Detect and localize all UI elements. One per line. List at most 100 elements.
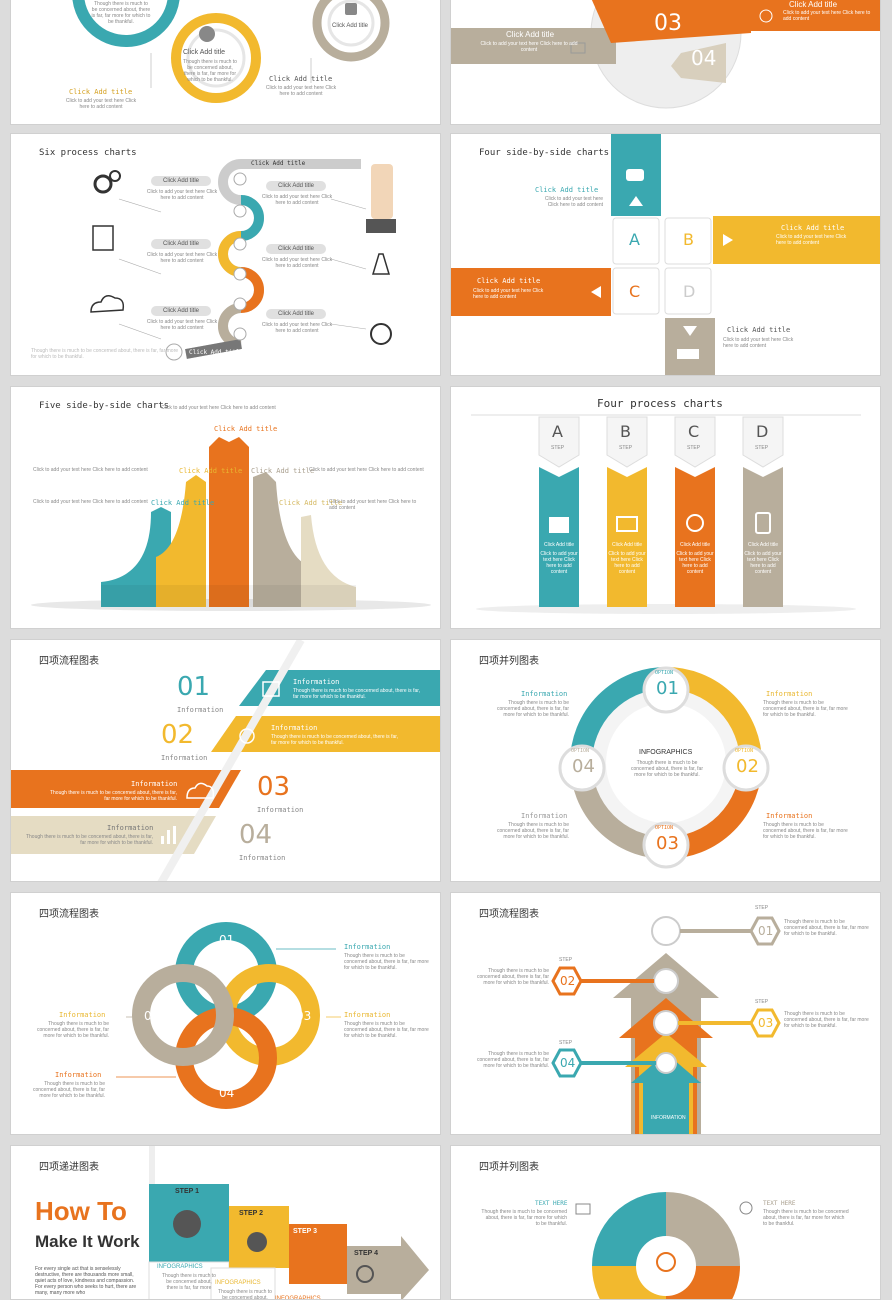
slanted-bands-graphic: [11, 640, 440, 881]
title-1: Click Add title: [151, 499, 215, 507]
step-3: STEP 3: [293, 1228, 317, 1235]
slide-title: 四项递进图表: [39, 1162, 99, 1173]
cross-blocks-graphic: [451, 134, 880, 375]
desc-1: Though there is much to be concerned abo…: [497, 700, 569, 718]
slide-7[interactable]: 四项流程图表 01 02 03 04 Information Informati…: [10, 639, 441, 882]
infog-2: INFOGRAPHICS: [215, 1280, 261, 1286]
ptxt-4: Click to add your text here Click here t…: [261, 257, 333, 269]
step-c: STEP: [687, 445, 701, 451]
txt-a: Click to add your text here Click here t…: [65, 98, 137, 110]
text-here-left: TEXT HERE: [535, 1200, 568, 1207]
desc-1: Though there is much to be concerned abo…: [784, 919, 869, 937]
pill-1: Click Add title: [151, 176, 211, 186]
step-b: STEP: [619, 445, 633, 451]
title-center: Click Add title: [214, 425, 278, 433]
ring-04: 04: [219, 1086, 235, 1100]
step-2: STEP 2: [239, 1210, 263, 1217]
desc-4: Though there is much to be concerned abo…: [497, 822, 569, 840]
ring-02: 02: [144, 1009, 160, 1023]
bar-arrows-graphic: [31, 437, 431, 611]
ring-03: 03: [296, 1009, 312, 1023]
slide-3[interactable]: Six process charts Click Add title Click…: [10, 133, 441, 376]
step-1: STEP 1: [175, 1188, 199, 1195]
pill-4: Click Add title: [266, 244, 326, 254]
slide-title: Six process charts: [39, 148, 137, 158]
arrow-stack-graphic: [551, 916, 781, 1134]
title-right: Click Add title: [789, 0, 838, 9]
num-3: 03: [758, 1016, 774, 1030]
interlocking-rings-graphic: [116, 922, 341, 1109]
txt-b: Click to add your text here Click here t…: [608, 551, 646, 575]
opt-num-4: 04: [572, 756, 595, 777]
footnote: Though there is much to be concerned abo…: [31, 348, 179, 360]
info-1: Information: [521, 690, 568, 698]
ring-options-graphic: [558, 666, 770, 869]
txt-left: Click to add your text here Click here t…: [473, 288, 544, 300]
info-3: Information: [344, 1011, 391, 1019]
letter-d: D: [756, 422, 769, 441]
opt-num-2: 02: [736, 756, 759, 777]
ptxt-5: Click to add your text here Click here t…: [146, 319, 218, 331]
slide-1[interactable]: Though there is much to be concerned abo…: [10, 0, 441, 125]
title-bottom: Click Add title: [727, 326, 791, 334]
slide-9[interactable]: 四项流程图表 01 03 04 02 Information Though th…: [10, 892, 441, 1135]
block-b: B: [683, 230, 694, 249]
four-ribbons-graphic: [471, 414, 861, 614]
txt-right-2: Click to add your text here Click here t…: [329, 499, 417, 511]
slide-8[interactable]: 四项并列图表 OPTION 01 OPTION 02 OPTION 03 OPT…: [450, 639, 881, 882]
infog-3: INFOGRAPHICS: [275, 1296, 321, 1300]
slide-title: 四项并列图表: [479, 1162, 539, 1173]
txt-right: Click to add your text here Click here t…: [783, 10, 871, 22]
slide-2[interactable]: 03 04 Click Add title Click to add your …: [450, 0, 881, 125]
slide-5[interactable]: Five side-by-side charts Click Add title…: [10, 386, 441, 629]
info-04: Information: [239, 854, 286, 862]
info-4: Information: [521, 812, 568, 820]
pill-5: Click Add title: [151, 306, 211, 316]
title-c: Click Add title: [332, 23, 369, 29]
txt-right: Click to add your text here Click here t…: [776, 234, 847, 246]
slide-6[interactable]: Four process charts A B C D STEP STEP ST…: [450, 386, 881, 629]
slide-12[interactable]: 四项并列图表 TEXT HERE Though there is much to…: [450, 1145, 881, 1300]
info-label: INFORMATION: [651, 1115, 686, 1121]
slide-title: 四项流程图表: [39, 909, 99, 920]
num-03: 03: [257, 772, 291, 802]
infog-2-desc: Though there is much to be concerned abo…: [218, 1289, 272, 1300]
desc-2: Though there is much to be concerned abo…: [763, 700, 848, 718]
band-3-info: Information: [131, 780, 178, 788]
center-desc: Though there is much to be concerned abo…: [631, 760, 703, 778]
title-right: Click Add title: [781, 224, 845, 232]
desc-4: Though there is much to be concerned abo…: [477, 1051, 549, 1069]
num-02: 02: [161, 720, 195, 750]
title-left: Click Add title: [477, 277, 541, 285]
info-1: Information: [344, 943, 391, 951]
opt-2: OPTION: [735, 748, 754, 754]
slide-title: Four side-by-side charts: [479, 148, 610, 158]
step-1: STEP: [755, 905, 769, 911]
title-2: Click Add title: [179, 467, 243, 475]
center-title: INFOGRAPHICS: [639, 749, 693, 756]
block-d: D: [683, 282, 696, 301]
info-2: Information: [766, 690, 813, 698]
snake-process-graphic: [90, 159, 396, 361]
block-a: A: [629, 230, 640, 249]
ptxt-2: Click to add your text here Click here t…: [261, 194, 333, 206]
step-4: STEP 4: [354, 1250, 378, 1257]
desc-2: Though there is much to be concerned abo…: [477, 968, 549, 986]
number-03: 03: [654, 11, 682, 36]
desc-1: Though there is much to be concerned abo…: [344, 953, 429, 971]
info-02: Information: [161, 754, 208, 762]
txt-a: Click to add your text here Click here t…: [540, 551, 578, 575]
step-d: STEP: [755, 445, 769, 451]
txt-right-1: Click to add your text here Click here t…: [309, 467, 424, 473]
pill-2: Click Add title: [266, 181, 326, 191]
slide-11[interactable]: 四项递进图表 How To Make It Work For every sin…: [10, 1145, 441, 1300]
ct-d: Click Add title: [747, 542, 778, 548]
band-4-desc: Though there is much to be concerned abo…: [25, 834, 153, 846]
desc-4: Though there is much to be concerned abo…: [33, 1081, 105, 1099]
slide-4[interactable]: Four side-by-side charts A B C D Click A…: [450, 133, 881, 376]
num-01: 01: [177, 672, 211, 702]
infog-1-desc: Though there is much to be concerned abo…: [162, 1273, 216, 1291]
slide-10[interactable]: 四项流程图表 STEP 01 STEP 02 STEP 03 STEP 04 T…: [450, 892, 881, 1135]
headline-2: Make It Work: [35, 1232, 140, 1251]
txt-center: Click to add your text here Click here t…: [161, 405, 276, 411]
